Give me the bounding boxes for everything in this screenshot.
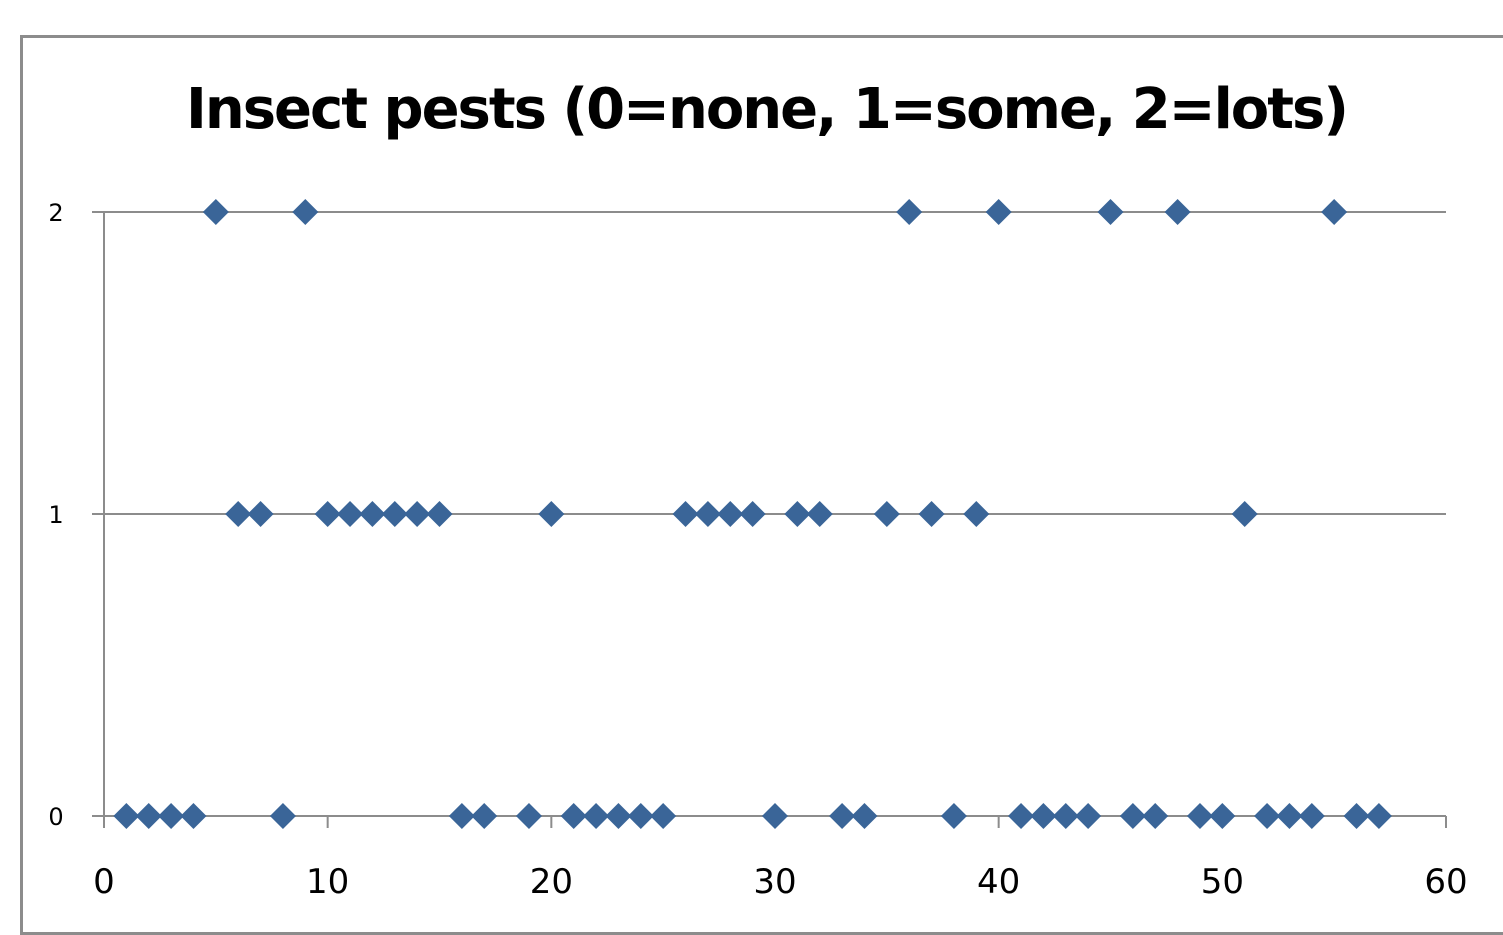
- data-point: [426, 501, 453, 527]
- data-point: [314, 501, 341, 527]
- data-point: [627, 803, 654, 829]
- data-point: [1075, 803, 1102, 829]
- xtick-label-0: 0: [93, 862, 115, 902]
- data-point: [1298, 803, 1325, 829]
- data-point: [560, 803, 587, 829]
- xtick-label-20: 20: [530, 862, 573, 902]
- ytick-label-0: 0: [48, 803, 63, 831]
- data-point: [448, 803, 475, 829]
- xtick-label-50: 50: [1201, 862, 1244, 902]
- data-point: [1119, 803, 1146, 829]
- data-point: [1254, 803, 1281, 829]
- data-point: [269, 803, 296, 829]
- data-point: [762, 803, 788, 829]
- data-point: [583, 803, 610, 829]
- data-point: [672, 501, 699, 527]
- data-point: [963, 501, 990, 527]
- data-point: [515, 803, 542, 829]
- data-point: [471, 803, 498, 829]
- data-point: [650, 803, 677, 829]
- data-point: [158, 803, 185, 829]
- data-point: [784, 501, 811, 527]
- data-point: [1321, 199, 1348, 225]
- data-point: [694, 501, 721, 527]
- data-point: [1052, 803, 1079, 829]
- ytick-label-1: 1: [48, 501, 63, 529]
- data-point: [1008, 803, 1035, 829]
- data-points: [113, 199, 1392, 829]
- data-point: [1209, 803, 1236, 829]
- xtick-label-10: 10: [306, 862, 349, 902]
- data-point: [381, 501, 408, 527]
- xtick-label-60: 60: [1424, 862, 1467, 902]
- data-point: [1343, 803, 1370, 829]
- data-point: [940, 803, 967, 829]
- data-point: [113, 803, 140, 829]
- data-point: [1276, 803, 1303, 829]
- data-point: [1365, 803, 1392, 829]
- data-point: [896, 199, 923, 225]
- data-point: [1231, 501, 1258, 527]
- gridlines: [92, 211, 1446, 515]
- data-point: [538, 501, 565, 527]
- data-point: [1164, 199, 1191, 225]
- data-point: [739, 501, 766, 527]
- data-point: [829, 803, 856, 829]
- ytick-label-2: 2: [48, 199, 63, 227]
- chart-area: [20, 35, 1503, 935]
- data-point: [1030, 803, 1057, 829]
- data-point: [985, 199, 1012, 225]
- data-point: [404, 501, 431, 527]
- data-point: [1186, 803, 1213, 829]
- data-point: [1097, 199, 1124, 225]
- data-point: [918, 501, 945, 527]
- data-point: [605, 803, 632, 829]
- data-point: [806, 501, 833, 527]
- data-point: [851, 803, 878, 829]
- data-point: [717, 501, 744, 527]
- data-point: [359, 501, 386, 527]
- data-point: [180, 803, 207, 829]
- data-point: [292, 199, 319, 225]
- data-point: [247, 501, 274, 527]
- data-point: [873, 501, 900, 527]
- data-point: [1142, 803, 1169, 829]
- xtick-label-30: 30: [753, 862, 796, 902]
- chart-title: Insect pests (0=none, 1=some, 2=lots): [186, 77, 1349, 142]
- data-point: [225, 501, 252, 527]
- data-point: [337, 501, 364, 527]
- xtick-label-40: 40: [977, 862, 1020, 902]
- data-point: [202, 199, 229, 225]
- data-point: [135, 803, 162, 829]
